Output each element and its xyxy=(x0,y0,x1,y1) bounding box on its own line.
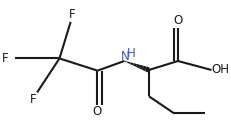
Text: N: N xyxy=(121,50,129,63)
Text: F: F xyxy=(1,52,8,65)
Text: O: O xyxy=(92,105,102,118)
Text: F: F xyxy=(68,8,75,21)
Text: O: O xyxy=(173,14,182,27)
Text: F: F xyxy=(30,93,36,106)
Text: OH: OH xyxy=(210,64,228,77)
Text: H: H xyxy=(126,47,135,61)
